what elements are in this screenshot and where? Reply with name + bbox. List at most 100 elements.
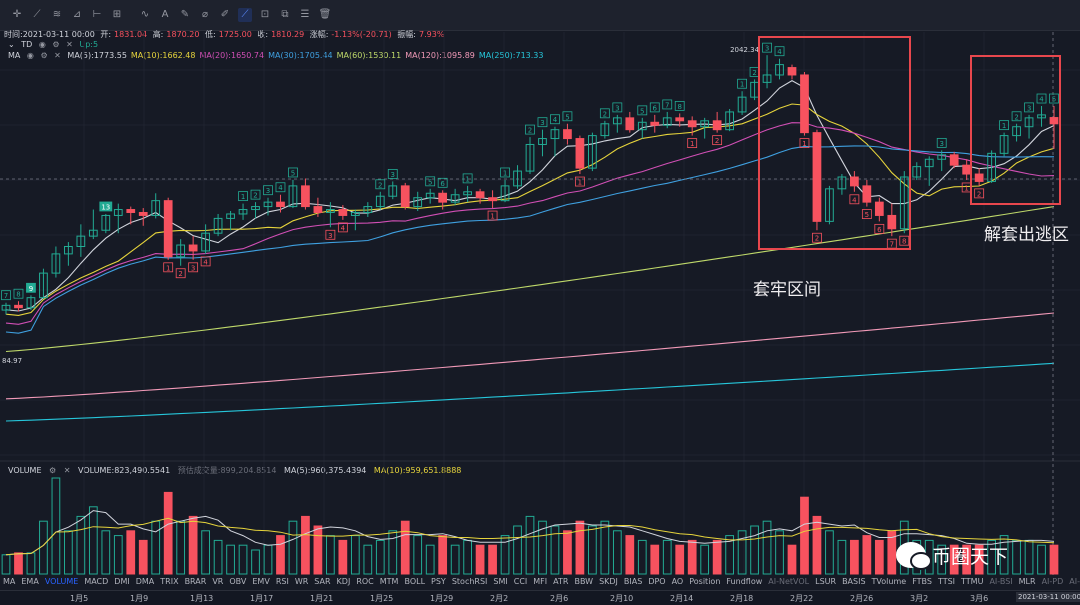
indicator-tab-fundflow[interactable]: Fundflow xyxy=(726,577,763,586)
td-count-box xyxy=(537,117,548,128)
eraser-icon[interactable]: ✎ xyxy=(180,9,190,20)
indicator-tab-roc[interactable]: ROC xyxy=(356,577,374,586)
indicator-tab-bbw[interactable]: BBW xyxy=(574,577,594,586)
indicator-tab-ttsi[interactable]: TTSI xyxy=(937,577,956,586)
text-icon[interactable]: A xyxy=(161,9,169,20)
td-count-label: 1 xyxy=(465,175,469,183)
indicator-tab-stochrsi[interactable]: StochRSI xyxy=(451,577,488,586)
indicator-tab-trix[interactable]: TRIX xyxy=(160,577,179,586)
indicator-tab-skdj[interactable]: SKDJ xyxy=(599,577,618,586)
td-count-label: 7 xyxy=(665,101,669,109)
volume-name: VOLUME xyxy=(8,466,42,475)
indicator-tab-ao[interactable]: AO xyxy=(671,577,684,586)
indicator-tab-kdj[interactable]: KDJ xyxy=(336,577,351,586)
indicator-tab-smi[interactable]: SMI xyxy=(493,577,508,586)
volume-bar xyxy=(775,530,784,575)
volume-close-icon[interactable]: ✕ xyxy=(63,466,71,475)
volume-bar xyxy=(226,544,235,575)
indicator-tab-obv[interactable]: OBV xyxy=(229,577,247,586)
candle-body xyxy=(924,158,934,168)
td-count-label: 13 xyxy=(101,203,110,211)
fib-icon[interactable]: ≋ xyxy=(52,9,62,20)
trash-icon[interactable]: 🗑 xyxy=(318,9,332,20)
td-settings-icon[interactable]: ⚙ xyxy=(52,40,60,49)
pattern-icon[interactable]: ⊿ xyxy=(72,9,82,20)
td-count-label: 8 xyxy=(16,291,20,299)
low-value: 1725.00 xyxy=(218,30,252,39)
indicator-tab-vr[interactable]: VR xyxy=(212,577,224,586)
indicator-tab-sar[interactable]: SAR xyxy=(314,577,331,586)
copy-icon[interactable]: ⧉ xyxy=(281,9,289,20)
indicator-tab-cci[interactable]: CCI xyxy=(513,577,528,586)
td-eye-icon[interactable]: ◉ xyxy=(38,40,46,49)
indicator-tab-atr[interactable]: ATR xyxy=(553,577,569,586)
indicator-tab-lsur[interactable]: LSUR xyxy=(815,577,837,586)
indicator-tab-dma[interactable]: DMA xyxy=(135,577,155,586)
indicator-tab-macd[interactable]: MACD xyxy=(84,577,109,586)
candle: 4 xyxy=(275,182,286,213)
indicator-tab-dpo[interactable]: DPO xyxy=(648,577,666,586)
td-close-icon[interactable]: ✕ xyxy=(66,40,73,49)
ma-settings-icon[interactable]: ⚙ xyxy=(40,51,48,60)
candle-body xyxy=(138,211,148,216)
td-chevron-icon[interactable]: ⌄ xyxy=(8,40,15,49)
indicator-tab-bias[interactable]: BIAS xyxy=(623,577,643,586)
ma-close-icon[interactable]: ✕ xyxy=(54,51,61,60)
indicator-tab-ma[interactable]: MA xyxy=(3,577,16,586)
indicator-tab-mfi[interactable]: MFI xyxy=(533,577,548,586)
indicator-tab-mtm[interactable]: MTM xyxy=(379,577,399,586)
indicator-tab-emv[interactable]: EMV xyxy=(252,577,270,586)
indicator-tab-rsi[interactable]: RSI xyxy=(275,577,289,586)
td-count-label: 2 xyxy=(178,270,182,278)
measure-icon[interactable]: ⊢ xyxy=(92,9,102,20)
td-count-box xyxy=(1011,111,1022,122)
grid-icon[interactable]: ⊞ xyxy=(112,9,122,20)
candle: 7 xyxy=(662,99,673,129)
active-draw-icon[interactable]: ⟋ xyxy=(238,8,252,22)
indicator-tab-tvolume[interactable]: TVolume xyxy=(871,577,907,586)
candle xyxy=(949,151,959,169)
td-count-label: 7 xyxy=(890,241,894,249)
candle-body xyxy=(825,188,834,222)
crosshair-icon[interactable]: ✛ xyxy=(12,9,22,20)
candle-body xyxy=(575,138,585,169)
indicator-tab-wr[interactable]: WR xyxy=(294,577,309,586)
td-count-box xyxy=(687,138,698,148)
volume-settings-icon[interactable]: ⚙ xyxy=(49,466,57,475)
indicator-tab-ai-pd[interactable]: AI-PD xyxy=(1041,577,1064,586)
candle-body xyxy=(712,120,722,131)
pencil-icon[interactable]: ✐ xyxy=(220,9,230,20)
td-count-box xyxy=(263,185,273,196)
lock-icon[interactable]: ⊡ xyxy=(260,9,270,20)
ma-eye-icon[interactable]: ◉ xyxy=(26,51,34,60)
ruler-icon[interactable]: ⌀ xyxy=(201,9,209,20)
td-count-label: 3 xyxy=(540,119,544,127)
indicator-tab-ttmu[interactable]: TTMU xyxy=(961,577,984,586)
indicator-tab-basis[interactable]: BASIS xyxy=(842,577,866,586)
indicator-tab-psy[interactable]: PSY xyxy=(431,577,446,586)
td-count-label: 4 xyxy=(278,184,283,192)
candle-body xyxy=(438,192,448,203)
td-count-label: 5 xyxy=(865,211,869,219)
td-count-box xyxy=(288,167,298,178)
indicator-tab-ai-bsi[interactable]: AI-BSI xyxy=(989,577,1013,586)
indicator-tab-ftbs[interactable]: FTBS xyxy=(912,577,932,586)
indicator-tab-mlr[interactable]: MLR xyxy=(1018,577,1036,586)
ma-line xyxy=(5,79,1055,312)
indicator-tab-volume[interactable]: VOLUME xyxy=(44,577,79,586)
td-count-box xyxy=(599,108,610,119)
indicator-tab-ai-netvol[interactable]: AI-NetVOL xyxy=(768,577,810,586)
layers-icon[interactable]: ☰ xyxy=(300,9,310,20)
low-price-label: 84.97 xyxy=(2,357,22,365)
indicator-tab-boll[interactable]: BOLL xyxy=(404,577,426,586)
wave-icon[interactable]: ∿ xyxy=(140,9,150,20)
indicator-tab-ema[interactable]: EMA xyxy=(21,577,39,586)
candle: 6 xyxy=(649,102,660,133)
indicator-tab-ai-fdi[interactable]: AI-FDI xyxy=(1069,577,1080,586)
indicator-tab-dmi[interactable]: DMI xyxy=(114,577,130,586)
indicator-tab-position[interactable]: Position xyxy=(689,577,721,586)
indicator-tab-brar[interactable]: BRAR xyxy=(184,577,207,586)
td-count-box xyxy=(325,229,336,240)
trend-line-icon[interactable]: ⟋ xyxy=(33,9,41,20)
